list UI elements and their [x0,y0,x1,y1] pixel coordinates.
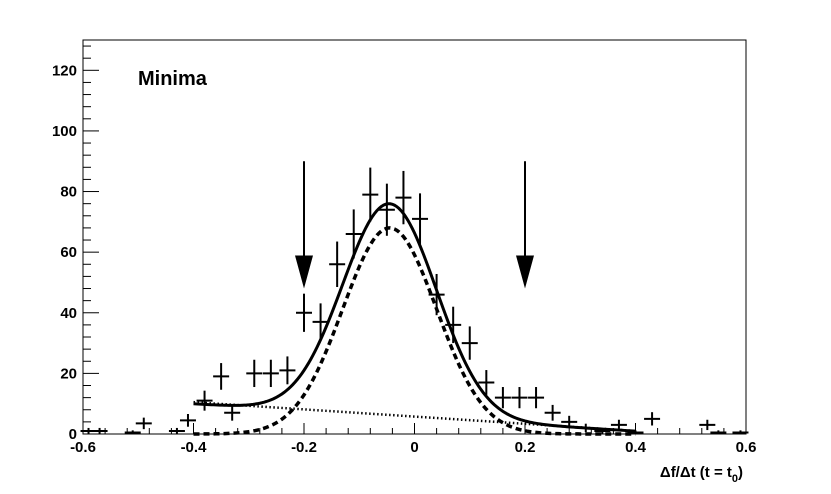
total-fit-curve [193,202,636,433]
data-point [610,419,627,431]
x-axis-title: Δf/Δt (t = t0) [660,464,743,485]
y-tick-label: 120 [52,62,77,79]
cut-arrows [295,161,534,289]
data-point [378,183,395,236]
x-tick-label: 0.2 [515,439,536,456]
data-point [494,387,511,409]
data-point [594,427,611,434]
cut-arrow [516,161,534,289]
fit-curves [193,202,636,436]
data-point [279,356,296,385]
data-point [445,306,462,344]
y-tick-label: 0 [69,426,77,443]
data-point [196,390,213,411]
data-point [329,241,346,288]
data-point [246,359,263,388]
data-point [732,430,749,434]
data-point [699,419,716,431]
y-axis-ticks: 0 20 40 60 80 100 120 [52,45,99,443]
x-tick-label: -0.4 [181,439,208,456]
data-point [312,303,329,341]
data-point [428,273,445,316]
data-point [561,415,578,428]
data-point [461,326,478,360]
x-tick-label: 0 [410,439,418,456]
data-point [135,417,152,430]
cut-arrow-head [295,255,313,289]
signal-fit-curve [193,226,636,436]
data-point [345,209,362,259]
x-tick-label: 0.4 [625,439,647,456]
data-point [91,427,108,434]
data-point [644,412,661,426]
data-point [528,387,545,409]
data-point [478,370,495,395]
y-tick-label: 60 [60,244,77,261]
data-point [262,359,279,388]
data-point [296,293,312,332]
data-point [168,427,185,434]
data-point [577,423,594,433]
data-point [511,387,528,409]
x-axis-ticks: -0.6 -0.4 -0.2 0 0.2 0.4 0.6 [70,423,756,456]
x-tick-label: -0.6 [70,439,96,456]
x-tick-label: 0.6 [736,439,757,456]
y-tick-label: 100 [52,123,77,140]
data-point [395,170,412,225]
data-point [627,430,644,434]
data-point [544,404,561,421]
data-point [213,363,230,390]
cut-arrow-head [516,255,534,289]
data-point [362,167,379,222]
data-point [224,404,241,421]
x-tick-label: -0.2 [291,439,317,456]
chart-title: Minima [138,68,208,90]
data-points [80,167,749,434]
data-point [412,193,429,245]
data-point [710,430,727,434]
y-tick-label: 80 [60,184,77,201]
y-tick-label: 40 [60,305,77,322]
cut-arrow [295,161,313,289]
data-point [179,413,196,427]
y-tick-label: 20 [60,365,77,382]
data-point [124,430,141,434]
